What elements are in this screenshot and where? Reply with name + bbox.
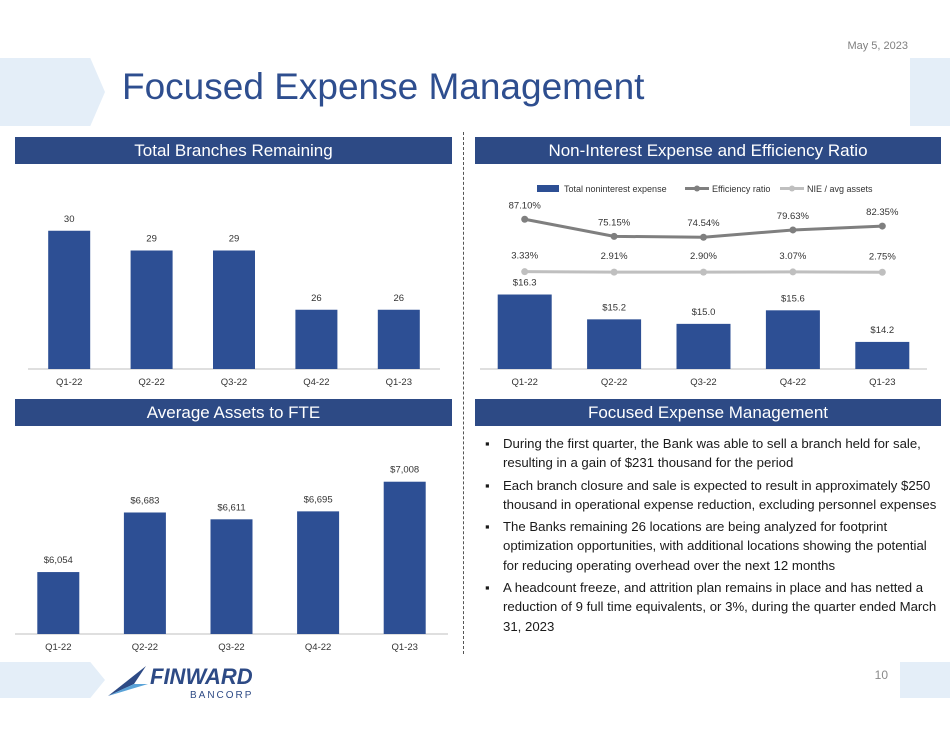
logo-arrow-icon — [108, 666, 146, 696]
nie-avg-assets-label: 3.07% — [779, 251, 806, 262]
nie-avg-assets-marker — [878, 268, 886, 276]
finward-logo: FINWARD BANCORP — [108, 664, 253, 701]
bullet-item: The Banks remaining 26 locations are bei… — [485, 517, 940, 575]
page-number: 10 — [874, 668, 888, 682]
x-tick-label: Q1-23 — [391, 642, 417, 653]
footer-right-stripe — [900, 662, 950, 698]
bar — [297, 511, 340, 634]
bar-data-label: $7,008 — [390, 465, 419, 476]
bar-data-label: 29 — [146, 234, 157, 245]
legend-label: Efficiency ratio — [712, 184, 770, 194]
footer-accent-stripe — [0, 662, 105, 698]
nie-avg-assets-marker — [610, 268, 618, 276]
nie-avg-assets-label: 2.75% — [869, 251, 896, 262]
nie-avg-assets-label: 2.91% — [601, 251, 628, 262]
efficiency-ratio-marker — [610, 232, 618, 240]
bar — [210, 519, 253, 634]
bar-data-label: $6,695 — [304, 494, 333, 505]
bar-data-label: 26 — [394, 293, 405, 304]
logo-arrow-accent-icon — [108, 684, 148, 696]
efficiency-ratio-label: 87.10% — [509, 200, 542, 211]
efficiency-ratio-label: 74.54% — [687, 218, 720, 229]
efficiency-ratio-marker — [521, 215, 529, 223]
x-tick-label: Q4-22 — [303, 377, 329, 388]
bar-data-label: 26 — [311, 293, 322, 304]
x-tick-label: Q3-22 — [221, 377, 247, 388]
logo-name: FINWARD — [150, 664, 253, 689]
bar-data-label: $15.0 — [692, 307, 716, 318]
bar — [213, 250, 255, 369]
x-tick-label: Q1-22 — [45, 642, 71, 653]
bar — [130, 250, 173, 369]
x-tick-label: Q1-22 — [56, 377, 82, 388]
logo-subname: BANCORP — [190, 690, 253, 701]
header-total-branches: Total Branches Remaining — [15, 137, 452, 164]
bar-data-label: 29 — [229, 234, 240, 245]
x-tick-label: Q2-22 — [138, 377, 164, 388]
bar — [676, 323, 731, 369]
x-tick-label: Q1-23 — [869, 377, 895, 388]
bar — [855, 341, 910, 369]
nie-efficiency-chart: Total noninterest expense Efficiency rati… — [480, 184, 927, 388]
efficiency-ratio-label: 75.15% — [598, 217, 631, 228]
bar — [37, 572, 80, 634]
x-tick-label: Q4-22 — [305, 642, 331, 653]
section-divider — [463, 132, 464, 654]
efficiency-ratio-marker — [789, 226, 797, 234]
bullet-item: A headcount freeze, and attrition plan r… — [485, 578, 940, 636]
bullet-item: Each branch closure and sale is expected… — [485, 476, 940, 515]
x-tick-label: Q2-22 — [601, 377, 627, 388]
x-tick-label: Q1-23 — [386, 377, 412, 388]
bar — [377, 309, 420, 369]
bar-data-label: $15.6 — [781, 293, 805, 304]
bar — [497, 294, 552, 369]
header-nie-efficiency: Non-Interest Expense and Efficiency Rati… — [475, 137, 941, 164]
nie-avg-assets-marker — [521, 268, 529, 276]
nie-avg-assets-label: 2.90% — [690, 251, 717, 262]
bar-data-label: $6,611 — [217, 502, 245, 513]
efficiency-ratio-label: 82.35% — [866, 207, 899, 218]
bar — [383, 481, 426, 634]
bar-data-label: $6,054 — [44, 555, 73, 566]
legend-label: Total noninterest expense — [564, 184, 667, 194]
legend-marker — [789, 185, 795, 192]
assets-fte-chart: $6,054 Q1-22 $6,683 Q2-22 $6,611 Q3-22 $6,695 Q… — [15, 465, 448, 653]
nie-avg-assets-label: 3.33% — [511, 251, 538, 262]
nie-avg-assets-marker — [789, 268, 797, 276]
x-tick-label: Q3-22 — [690, 377, 716, 388]
x-tick-label: Q4-22 — [780, 377, 806, 388]
legend-swatch-bar — [537, 185, 559, 192]
focused-expense-bullets: During the first quarter, the Bank was a… — [485, 434, 940, 639]
page-title: Focused Expense Management — [122, 66, 645, 107]
bar — [295, 309, 338, 369]
bar — [765, 310, 820, 369]
bullet-item: During the first quarter, the Bank was a… — [485, 434, 940, 473]
legend-label: NIE / avg assets — [807, 184, 873, 194]
bar-data-label: $14.2 — [870, 325, 894, 336]
header-average-assets: Average Assets to FTE — [15, 399, 452, 426]
right-accent-stripe — [910, 58, 950, 126]
x-tick-label: Q3-22 — [218, 642, 244, 653]
x-tick-label: Q1-22 — [511, 377, 537, 388]
bar — [123, 512, 166, 634]
efficiency-ratio-label: 79.63% — [777, 211, 810, 222]
report-date: May 5, 2023 — [847, 40, 908, 52]
bar-data-label: $15.2 — [602, 302, 626, 313]
bar-data-label: $6,683 — [130, 495, 159, 506]
header-focused-expense: Focused Expense Management — [475, 399, 941, 426]
bar — [587, 319, 642, 369]
x-tick-label: Q2-22 — [132, 642, 158, 653]
efficiency-ratio-marker — [700, 233, 707, 241]
branches-chart: 30 Q1-22 29 Q2-22 29 Q3-22 26 Q4-22 26 Q1-23 — [28, 214, 440, 388]
title-accent-stripe — [0, 58, 105, 126]
legend-marker — [694, 185, 700, 192]
efficiency-ratio-marker — [878, 222, 886, 230]
bar-data-label: $16.3 — [513, 278, 537, 289]
nie-avg-assets-marker — [700, 268, 707, 276]
bar — [48, 230, 91, 369]
bar-data-label: 30 — [64, 214, 75, 225]
